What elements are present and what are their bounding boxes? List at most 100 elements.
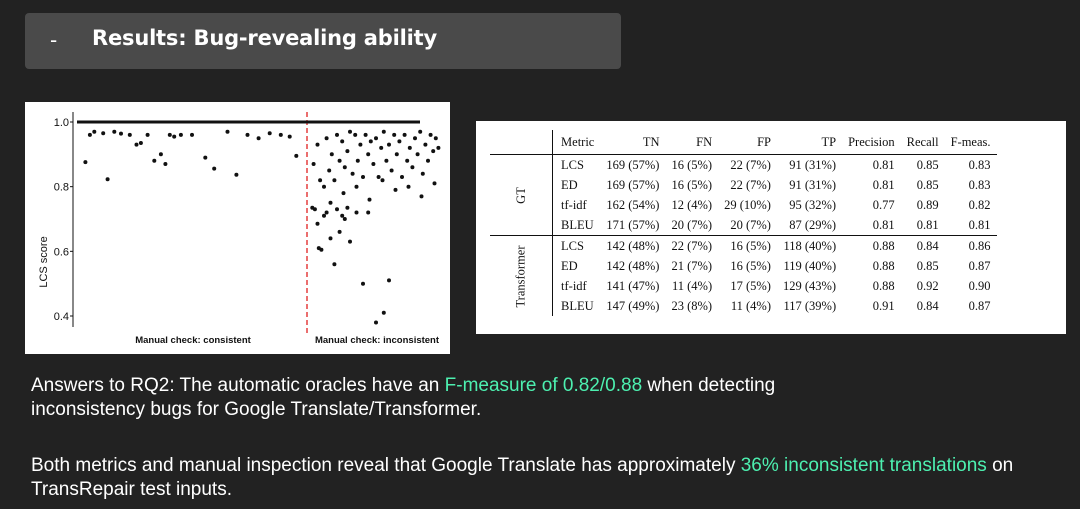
table-cell: 119 (40%): [783, 258, 837, 273]
table-cell: 147 (49%): [606, 298, 660, 313]
consistent-point: [158, 152, 163, 157]
table-cell: 16 (5%): [718, 235, 777, 256]
consistent-point: [127, 132, 132, 137]
inconsistent-point: [387, 142, 391, 147]
table-cell: BLEU: [552, 215, 601, 236]
table-cell: 0.90: [968, 278, 991, 293]
row-group-label: Transformer: [490, 235, 553, 316]
table-cell: 16 (5%): [665, 154, 719, 175]
consistent-point: [203, 155, 208, 160]
consistent-point: [87, 132, 92, 137]
table-cell: 21 (7%): [671, 258, 713, 273]
inconsistent-point: [367, 197, 372, 202]
inconsistent-point: [413, 136, 417, 141]
inconsistent-point: [324, 210, 329, 215]
inconsistent-point: [348, 129, 352, 134]
inconsistent-point: [381, 129, 386, 134]
inconsistent-point: [337, 229, 342, 234]
table-cell: 142 (48%): [606, 258, 660, 273]
consistent-point: [163, 162, 168, 166]
inconsistent-point: [366, 152, 371, 157]
inconsistent-point: [374, 320, 378, 325]
table-cell: 0.84: [916, 298, 939, 313]
table-cell: 169 (57%): [606, 177, 660, 192]
table-cell: 16 (5%): [671, 177, 713, 192]
inconsistent-point: [350, 171, 355, 176]
consistent-point: [294, 153, 299, 158]
table-cell: 142 (48%): [600, 235, 666, 256]
consistent-point: [172, 134, 177, 139]
table-row: GT LCS 169 (57%) 16 (5%) 22 (7%) 91 (31%) 0.81…: [490, 154, 997, 236]
scatter-svg: LCS score 0.4 0.6 0.8 1.0 Manual check: con…: [38, 112, 441, 346]
table-cell: 117 (39%): [783, 298, 837, 313]
table-cell: 0.81: [872, 177, 895, 192]
header-corner: [490, 130, 553, 155]
inconsistent-point: [324, 136, 329, 141]
finding-post: on TransRepair test inputs.: [31, 455, 1014, 500]
table-cell: 118 (40%): [776, 235, 843, 256]
inconsistent-point: [415, 152, 420, 157]
table-cell: 0.83: [968, 177, 991, 192]
inconsistent-point: [335, 132, 339, 137]
inconsistent-point: [348, 239, 352, 244]
inconsistent-point: [358, 142, 363, 147]
y-tick-label: 0.4: [54, 311, 69, 323]
table-cell: 0.89: [916, 197, 939, 212]
column-header: TP: [821, 134, 837, 149]
inconsistent-point: [397, 139, 402, 144]
consistent-point: [245, 132, 250, 137]
table-cell: tf-idf: [552, 276, 601, 296]
row-group-name: GT: [513, 186, 528, 204]
table-cell: 0.87: [968, 298, 991, 313]
table-cell: 171 (57%): [606, 217, 660, 232]
inconsistent-point: [366, 210, 371, 215]
inconsistent-point: [337, 158, 342, 163]
y-axis-label: LCS score: [38, 236, 50, 287]
inconsistent-point: [322, 184, 326, 189]
table-cell: 22 (7%): [730, 177, 771, 192]
group-label-inconsistent: Manual check: inconsistent: [315, 335, 440, 346]
table-cell: ED: [552, 175, 601, 195]
table-cell: 0.86: [944, 235, 997, 256]
consistent-point: [105, 177, 110, 182]
inconsistent-point: [371, 162, 376, 166]
table-cell: 0.84: [900, 235, 945, 256]
table-cell: tf-idf: [552, 195, 601, 215]
inconsistent-point: [423, 142, 428, 147]
consistent-point: [267, 131, 272, 136]
table-cell: 0.85: [916, 258, 939, 273]
column-header: FN: [696, 134, 713, 149]
table-row: Transformer LCS 142 (48%) 22 (7%) 16 (5%) 118…: [490, 235, 997, 316]
inconsistent-point: [332, 178, 337, 183]
consistent-point: [92, 129, 97, 134]
table-header-row: Metric TN FN FP TP Precision Recall F-meas.: [490, 130, 997, 155]
inconsistent-point: [410, 165, 415, 170]
table-cell: 12 (4%): [671, 197, 713, 212]
inconsistent-point: [361, 281, 365, 286]
inconsistent-point: [426, 158, 430, 163]
consistent-point: [178, 132, 183, 137]
table-cell: LCS: [552, 235, 601, 256]
finding-highlight: 36% inconsistent translations: [740, 455, 987, 476]
table-cell: LCS: [552, 154, 601, 175]
consistent-point: [83, 160, 88, 165]
inconsistent-point: [418, 129, 423, 134]
inconsistent-point: [381, 310, 386, 315]
table-cell: 87 (29%): [789, 217, 837, 232]
table-cell: 0.88: [872, 258, 895, 273]
inconsistent-point: [355, 158, 360, 163]
table-cell: 16 (5%): [730, 258, 771, 273]
inconsistent-point: [405, 158, 410, 163]
table-cell: 22 (7%): [665, 235, 719, 256]
table-cell: 0.92: [916, 278, 939, 293]
consistent-point: [225, 129, 230, 134]
consistent-point: [287, 134, 292, 139]
y-tick-label: 1.0: [54, 117, 69, 129]
consistent-point: [212, 166, 217, 171]
inconsistent-point: [353, 132, 358, 137]
table-cell: 11 (4%): [730, 298, 771, 313]
inconsistent-point: [374, 136, 378, 141]
table-cell: 20 (7%): [671, 217, 713, 232]
consistent-point: [234, 172, 239, 177]
consistent-point: [190, 132, 194, 137]
